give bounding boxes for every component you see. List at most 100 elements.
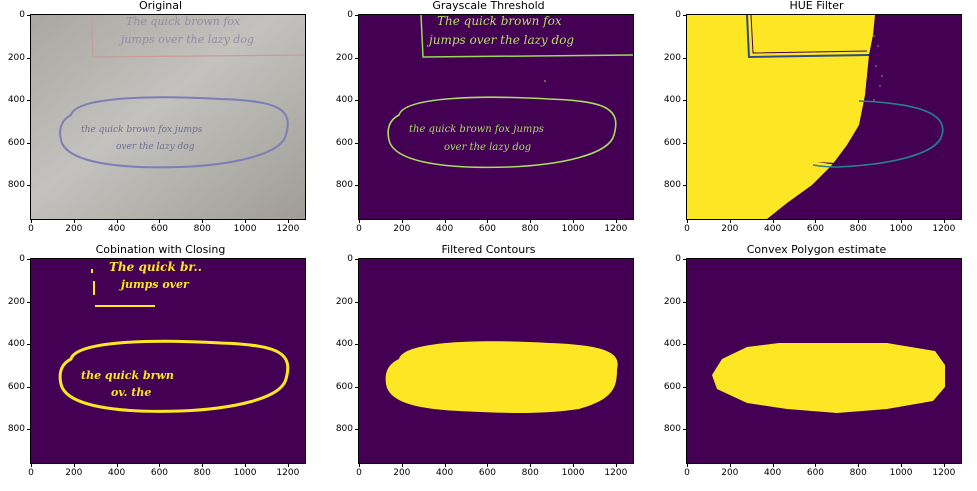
x-tick-mark [858, 220, 860, 223]
x-tick-label: 0 [684, 224, 690, 234]
y-tick-mark [27, 301, 30, 303]
x-tick-mark [116, 464, 118, 467]
x-tick-mark [31, 464, 32, 467]
x-tick-mark [401, 464, 403, 467]
y-tick-label: 200 [7, 296, 25, 307]
x-tick-mark [901, 220, 903, 223]
x-tick-mark [159, 220, 161, 223]
y-tick-label: 0 [347, 10, 353, 20]
x-tick-label: 200 [393, 468, 411, 478]
image-grayscale-threshold: The quick brown fox jumps over the lazy … [358, 14, 634, 220]
y-tick-mark [355, 259, 358, 260]
y-tick-mark [355, 142, 358, 144]
x-tick-mark [772, 464, 774, 467]
x-tick-label: 200 [65, 224, 83, 234]
x-tick-mark [116, 220, 118, 223]
y-tick-mark [27, 185, 30, 186]
x-tick-label: 1000 [561, 468, 585, 478]
y-tick-label: 0 [675, 10, 681, 20]
x-tick-mark [444, 220, 446, 223]
x-tick-mark [287, 464, 289, 467]
y-tick-mark [355, 100, 358, 101]
x-tick-label: 400 [764, 468, 782, 478]
x-tick-label: 600 [806, 468, 825, 478]
y-tick-label: 400 [335, 95, 353, 105]
threshold-text-line1: The quick brown fox [437, 15, 562, 28]
svg-text:jumps over: jumps over [119, 278, 190, 291]
image-text-oval-line1: the quick brown fox jumps [81, 125, 203, 135]
y-tick-label: 0 [19, 254, 25, 264]
x-tick-label: 200 [721, 468, 739, 478]
y-tick-mark [683, 259, 686, 260]
y-tick-mark [27, 429, 30, 430]
x-tick-label: 400 [436, 224, 454, 234]
y-tick-mark [27, 100, 30, 101]
svg-text:ov. the: ov. the [111, 386, 151, 399]
x-tick-mark [359, 220, 360, 223]
y-tick-mark [355, 386, 358, 388]
x-tick-label: 1200 [604, 468, 628, 478]
x-tick-label: 1200 [276, 224, 300, 234]
x-tick-mark [615, 464, 617, 467]
x-tick-label: 200 [393, 224, 411, 234]
y-tick-mark [27, 259, 30, 260]
y-tick-label: 800 [7, 424, 25, 434]
y-tick-label: 200 [335, 52, 353, 63]
y-tick-mark [27, 142, 30, 144]
y-tick-mark [355, 301, 358, 303]
panel-original: Original The quick brown fox jumps over … [8, 0, 313, 240]
y-tick-label: 400 [7, 339, 25, 349]
x-tick-mark [487, 220, 489, 223]
x-tick-label: 600 [150, 468, 169, 478]
x-tick-label: 1000 [889, 224, 913, 234]
y-tick-label: 800 [663, 180, 681, 190]
x-tick-mark [73, 464, 75, 467]
threshold-oval-line2: over the lazy dog [444, 142, 531, 153]
image-text-top-line2: jumps over the lazy dog [118, 33, 254, 46]
x-tick-mark [245, 220, 247, 223]
y-tick-label: 800 [335, 180, 353, 190]
x-tick-label: 600 [478, 224, 497, 234]
panel-title: Grayscale Threshold [432, 0, 545, 12]
x-tick-label: 0 [684, 468, 690, 478]
panel-grayscale-threshold: Grayscale Threshold The quick brown fox … [336, 0, 641, 240]
y-tick-mark [27, 15, 30, 16]
y-tick-label: 600 [335, 381, 353, 392]
image-hue-filter [686, 14, 962, 220]
x-tick-label: 1200 [604, 224, 628, 234]
x-tick-mark [858, 464, 860, 467]
panel-hue-filter: HUE Filter 0 200 400 600 800 1000 1200 0 200 400 6… [664, 0, 969, 240]
x-tick-mark [687, 464, 688, 467]
x-tick-label: 800 [193, 224, 211, 234]
x-tick-mark [159, 464, 161, 467]
x-tick-mark [901, 464, 903, 467]
y-tick-mark [355, 15, 358, 16]
y-tick-label: 800 [335, 424, 353, 434]
x-tick-label: 1000 [889, 468, 913, 478]
x-tick-label: 1000 [233, 224, 257, 234]
x-tick-label: 1200 [276, 468, 300, 478]
x-tick-label: 600 [478, 468, 497, 478]
x-tick-mark [202, 220, 204, 223]
x-tick-label: 0 [28, 224, 34, 234]
y-tick-label: 800 [663, 424, 681, 434]
image-original: The quick brown fox jumps over the lazy … [30, 14, 306, 220]
y-tick-label: 600 [7, 137, 25, 148]
x-tick-mark [687, 220, 688, 223]
x-tick-mark [815, 464, 817, 467]
x-tick-label: 1000 [233, 468, 257, 478]
y-tick-label: 600 [663, 137, 681, 148]
y-tick-mark [683, 142, 686, 144]
svg-text:The quick br..: The quick br.. [109, 260, 202, 274]
y-tick-mark [355, 185, 358, 186]
y-tick-mark [27, 344, 30, 345]
x-tick-mark [287, 220, 289, 223]
y-tick-mark [683, 57, 686, 59]
x-tick-mark [943, 220, 945, 223]
x-tick-label: 400 [108, 468, 126, 478]
y-tick-label: 400 [663, 339, 681, 349]
x-tick-label: 1200 [932, 224, 956, 234]
y-tick-label: 400 [335, 339, 353, 349]
image-filtered-contours [358, 258, 634, 464]
x-tick-mark [487, 464, 489, 467]
